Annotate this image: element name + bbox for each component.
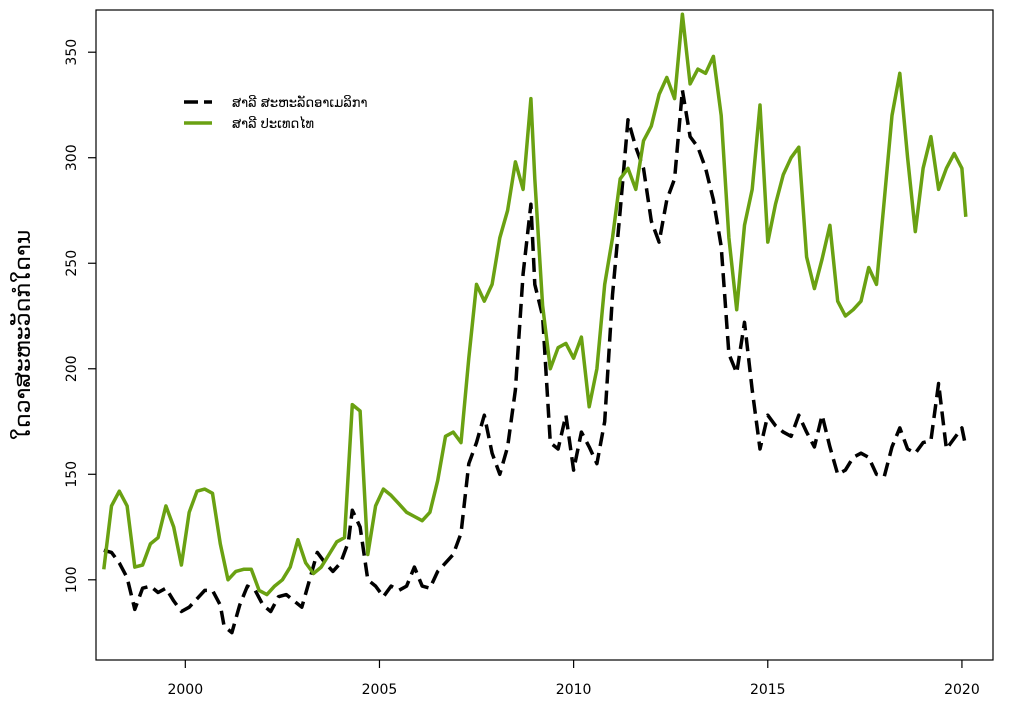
x-tick-label: 2000	[167, 682, 203, 698]
x-tick-label: 2020	[944, 682, 980, 698]
y-tick-label: 200	[64, 355, 80, 382]
y-tick-label: 250	[64, 250, 80, 277]
series-layer	[102, 12, 968, 635]
y-axis: 100 150 200 250 300 350	[64, 39, 96, 593]
y-tick-label: 100	[64, 566, 80, 593]
plot-frame	[95, 9, 994, 661]
y-tick-label: 350	[64, 39, 80, 66]
y-axis-label: ໃດວາສະຫະວັດກໍໃດານ	[10, 230, 36, 440]
y-tick-label: 150	[64, 461, 80, 488]
x-tick-label: 2015	[750, 682, 786, 698]
legend-label-thailand: ສາລີ ປະເທດໄທ	[232, 116, 314, 132]
x-axis: 2000 2005 2010 2015 2020	[167, 660, 980, 698]
series-line-thailand-corn	[102, 12, 968, 597]
legend-label-usa: ສາລີ ສະຫະລັດອາເມລິກາ	[232, 95, 368, 111]
y-tick-label: 300	[64, 144, 80, 171]
x-tick-label: 2005	[362, 682, 398, 698]
x-tick-label: 2010	[556, 682, 592, 698]
series-line-usa-corn	[103, 88, 968, 635]
legend: ສາລີ ສະຫະລັດອາເມລິກາ ສາລີ ປະເທດໄທ	[184, 95, 368, 132]
